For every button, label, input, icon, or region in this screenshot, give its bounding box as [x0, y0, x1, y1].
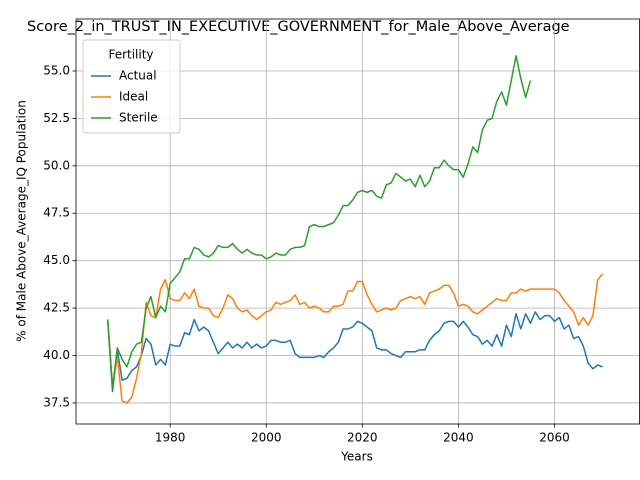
x-tick-label: 2020	[347, 431, 378, 445]
y-tick-label: 40.0	[43, 348, 70, 362]
y-tick-label: 37.5	[43, 395, 70, 409]
legend-label: Actual	[119, 69, 157, 83]
legend-label: Sterile	[119, 111, 158, 125]
y-tick-label: 47.5	[43, 206, 70, 220]
x-axis-label: Years	[340, 450, 373, 464]
line-series	[106, 55, 532, 389]
y-tick-label: 45.0	[43, 253, 70, 267]
legend-box	[82, 39, 181, 134]
legend: Fertility Actual Ideal Sterile	[82, 39, 181, 134]
line-series	[106, 273, 604, 404]
y-tick-label: 52.5	[43, 111, 70, 125]
line-series	[106, 311, 603, 393]
chart-title: Score_2_in_TRUST_IN_EXECUTIVE_GOVERNMENT…	[27, 19, 570, 35]
x-tick-label: 1980	[155, 431, 186, 445]
y-tick-label: 55.0	[43, 63, 70, 77]
x-tick-label: 2060	[539, 431, 570, 445]
y-tick-label: 42.5	[43, 301, 70, 315]
y-tick-label: 50.0	[43, 158, 70, 172]
x-tick-label: 2040	[443, 431, 474, 445]
legend-title: Fertility	[108, 48, 153, 62]
x-tick-label: 2000	[251, 431, 282, 445]
y-axis-label: % of Male Above_Average_IQ Population	[15, 100, 29, 342]
legend-label: Ideal	[119, 90, 148, 104]
